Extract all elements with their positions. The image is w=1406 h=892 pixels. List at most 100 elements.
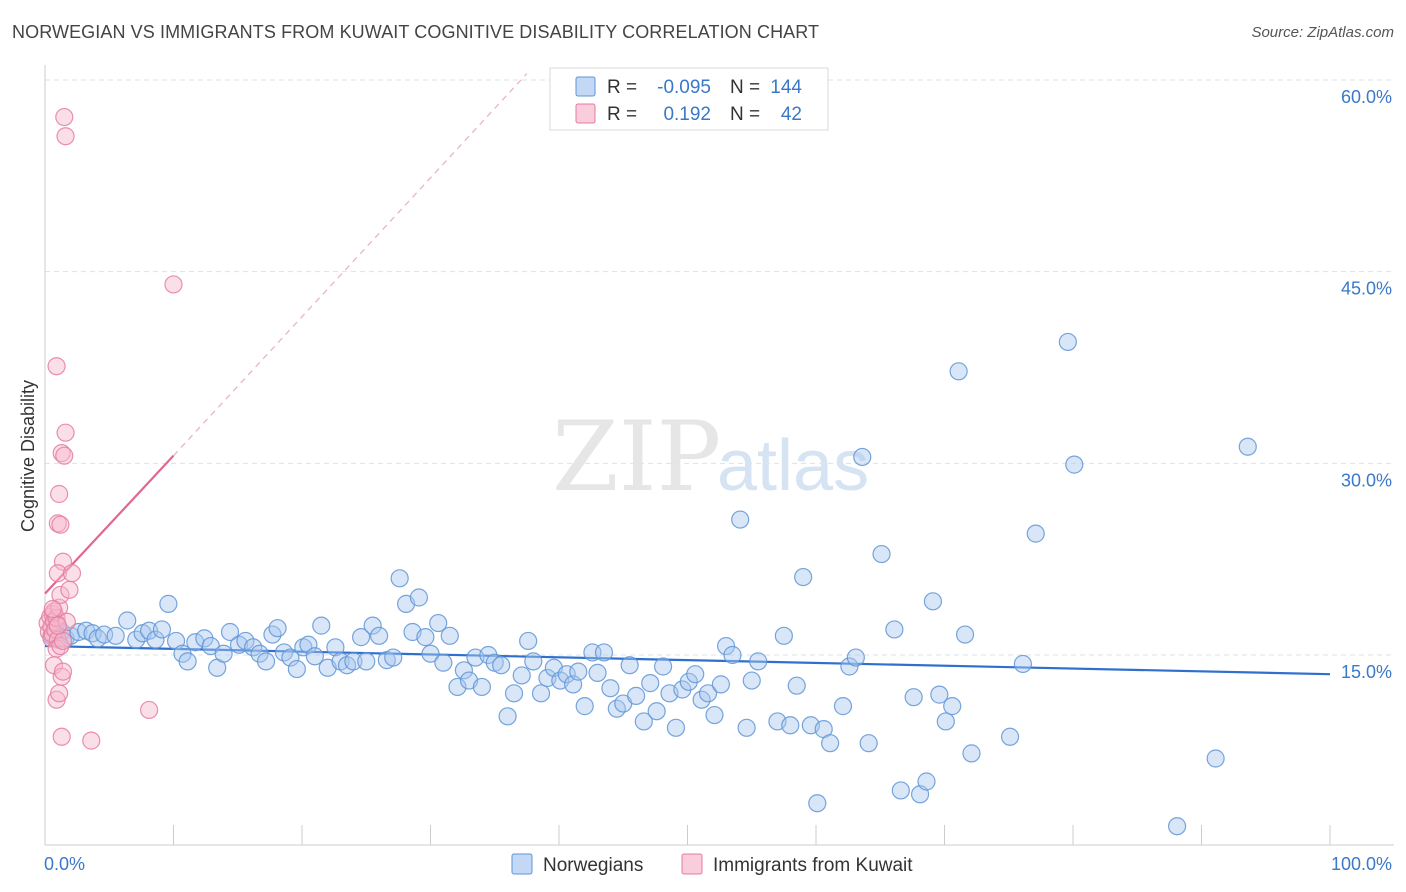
norwegians-point-98: [686, 665, 705, 684]
kuwait-point-40: [43, 599, 62, 619]
norwegians-point-88: [620, 656, 639, 675]
norwegians-point-89: [626, 686, 646, 705]
norwegians-point-122: [859, 734, 878, 753]
kuwait-point-38: [51, 636, 70, 656]
norwegians-point-71: [512, 666, 531, 685]
kuwait-point-39: [53, 631, 73, 651]
norwegians-point-70: [504, 684, 524, 703]
watermark: ZIP atlas: [552, 401, 869, 513]
norwegians-point-47: [357, 652, 376, 671]
bottom-legend: Norwegians Immigrants from Kuwait: [511, 853, 913, 876]
norwegians-point-132: [943, 697, 962, 716]
norwegians-point-31: [256, 652, 276, 671]
norwegians-point-38: [299, 635, 318, 654]
kuwait-point-34: [164, 275, 183, 294]
kuwait-point-19: [47, 357, 66, 376]
norwegians-point-117: [821, 734, 840, 753]
kuwait-point-35: [55, 107, 74, 127]
norwegians-point-15: [146, 630, 165, 649]
series-kuwait: [38, 107, 183, 750]
norwegians-point-92: [647, 702, 666, 721]
legend-r-value-kuwait: 0.192: [663, 104, 711, 125]
y-tick-label-0: 15.0%: [1341, 662, 1392, 682]
kuwait-point-41: [48, 616, 67, 635]
y-tick-label-3: 60.0%: [1341, 87, 1392, 107]
kuwait-trend-extension: [173, 73, 528, 457]
norwegians-point-10: [106, 626, 125, 645]
norwegians-point-138: [1026, 524, 1045, 543]
norwegians-point-68: [492, 656, 511, 675]
trend-lines: [44, 73, 1331, 676]
norwegians-point-100: [698, 684, 718, 703]
kuwait-point-24: [55, 446, 74, 465]
norwegians-point-129: [923, 592, 943, 611]
norwegians-point-55: [409, 588, 429, 607]
norwegians-point-104: [723, 645, 742, 665]
kuwait-point-18: [53, 662, 73, 681]
norwegians-point-58: [429, 613, 448, 633]
norwegians-point-123: [872, 544, 891, 564]
grid: [45, 79, 1394, 656]
legend-r-label-norwegians: R =: [607, 77, 637, 98]
norwegians-point-131: [936, 712, 955, 731]
norwegians-point-112: [787, 676, 806, 695]
norwegians-point-134: [955, 625, 975, 644]
norwegians-point-93: [653, 657, 673, 676]
norwegians-point-141: [1167, 817, 1187, 836]
norwegians-point-52: [390, 569, 409, 588]
norwegians-point-48: [363, 616, 382, 635]
norwegians-point-56: [416, 628, 435, 647]
bottom-legend-kuwait: Immigrants from Kuwait: [713, 855, 913, 876]
kuwait-point-33: [139, 700, 159, 720]
norwegians-point-36: [287, 659, 306, 679]
norwegians-point-119: [840, 657, 859, 676]
kuwait-point-31: [52, 727, 71, 746]
norwegians-point-103: [716, 636, 736, 656]
norwegians-point-95: [666, 718, 686, 737]
norwegians-point-16: [152, 620, 172, 639]
norwegians-point-137: [1013, 654, 1032, 674]
norwegians-point-40: [312, 616, 331, 635]
norwegians-point-78: [557, 665, 576, 684]
kuwait-point-25: [56, 423, 75, 442]
legend-r-label-kuwait: R =: [607, 104, 637, 125]
kuwait-point-27: [48, 564, 67, 583]
norwegians-point-107: [742, 671, 761, 690]
source-credit: Source: ZipAtlas.com: [1251, 24, 1394, 41]
chart-title: NORWEGIAN VS IMMIGRANTS FROM KUWAIT COGN…: [12, 22, 820, 42]
norwegians-point-135: [962, 744, 981, 763]
norwegians-point-45: [344, 652, 363, 671]
norwegians-point-139: [1058, 332, 1077, 352]
norwegians-point-25: [214, 644, 233, 663]
norwegians-point-35: [281, 648, 300, 667]
norwegians-point-9: [95, 625, 114, 644]
norwegians-point-60: [440, 626, 459, 645]
legend: R = -0.095 N = 144 R = 0.192 N = 42: [549, 67, 829, 131]
norwegians-point-85: [601, 679, 620, 698]
norwegians-point-121: [853, 447, 872, 467]
norwegians-point-113: [794, 567, 813, 587]
norwegians-point-74: [531, 684, 551, 703]
norwegians-point-126: [904, 688, 923, 707]
norwegians-point-49: [370, 626, 389, 645]
legend-n-label-kuwait: N =: [730, 104, 760, 125]
norwegians-point-5: [69, 622, 88, 642]
bottom-legend-swatch-norwegians: [511, 853, 533, 875]
norwegians-point-102: [711, 675, 731, 694]
norwegians-point-120: [846, 648, 865, 667]
kuwait-point-21: [50, 484, 69, 504]
legend-swatch-kuwait: [575, 103, 596, 124]
axes: [44, 65, 1394, 846]
norwegians-point-101: [705, 705, 724, 725]
legend-n-value-norwegians: 144: [770, 77, 802, 98]
norwegians-point-140: [1065, 455, 1084, 474]
y-axis-label: Cognitive Disability: [18, 380, 38, 532]
norwegians-point-111: [781, 716, 800, 735]
kuwait-point-29: [60, 580, 79, 599]
kuwait-point-22: [51, 515, 70, 534]
norwegians-point-59: [434, 653, 453, 672]
norwegians-point-73: [524, 652, 543, 671]
tick-labels: 15.0% 30.0% 45.0% 60.0% 0.0% 100.0%: [44, 87, 1392, 874]
norwegians-point-11: [118, 611, 137, 630]
